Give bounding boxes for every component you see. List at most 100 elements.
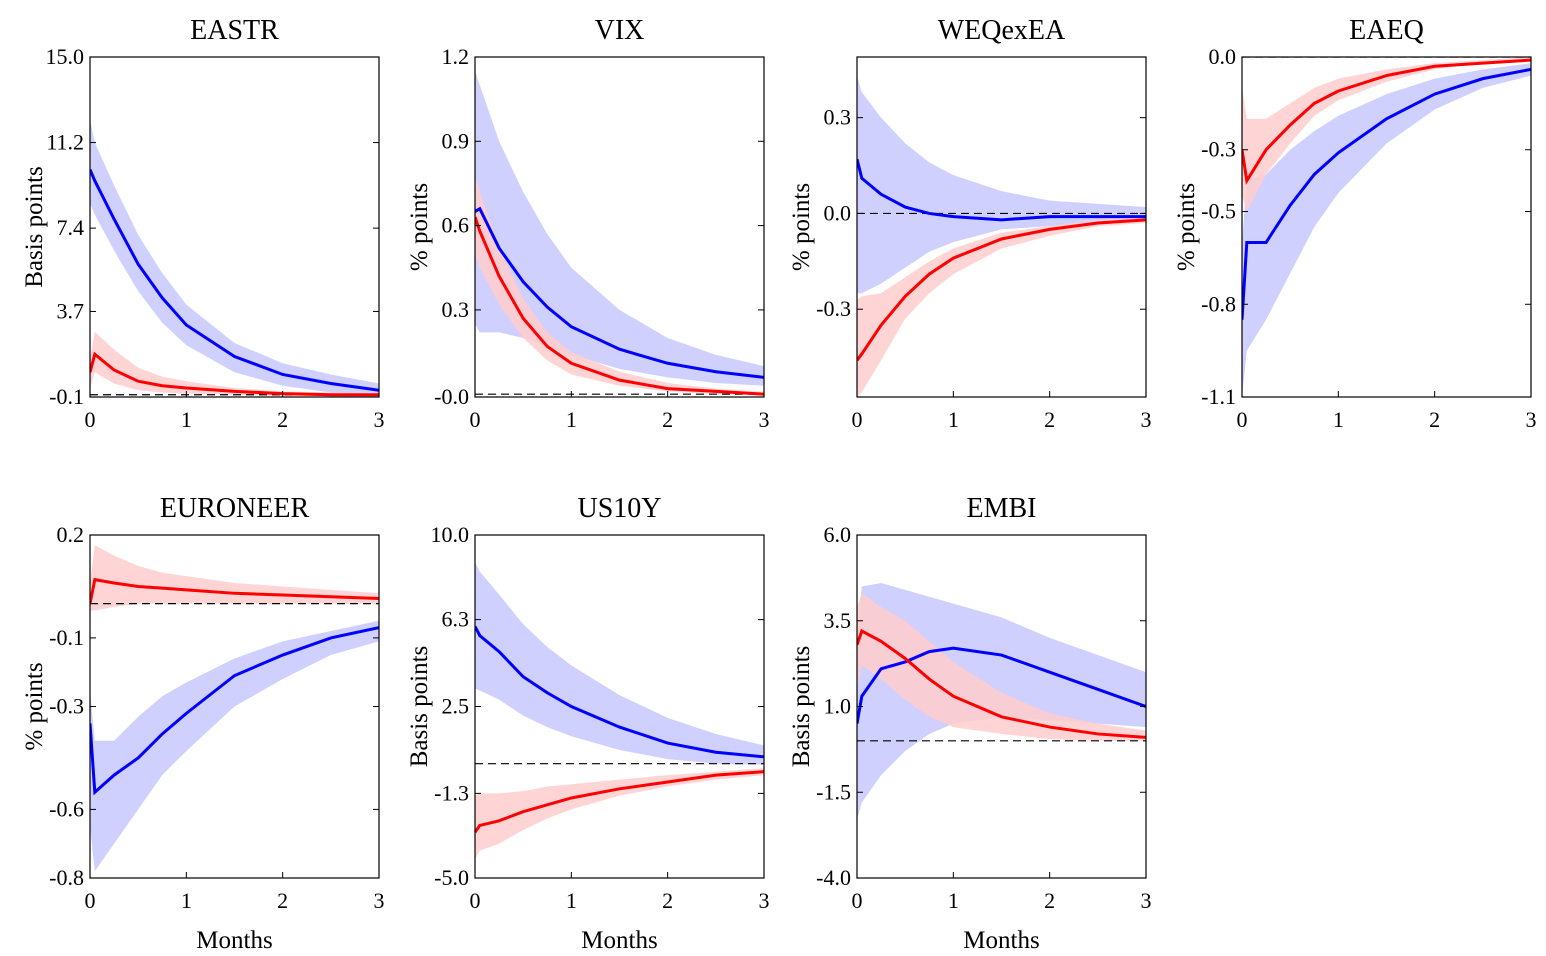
x-tick-label: 2	[1044, 888, 1055, 913]
x-tick-label: 3	[374, 888, 385, 913]
y-tick-label: -0.3	[816, 296, 851, 321]
plot	[1242, 57, 1531, 397]
y-tick-label: 0.6	[442, 213, 470, 238]
y-axis-label: Basis points	[406, 646, 433, 768]
y-tick-label: 10.0	[431, 522, 470, 547]
line	[857, 628, 1146, 739]
axes-box	[474, 56, 765, 398]
plot	[475, 562, 764, 860]
plot	[90, 120, 379, 397]
x-tick-label: 3	[759, 888, 770, 913]
panel-title: EASTR	[190, 15, 279, 46]
y-tick-label: 1.0	[824, 694, 852, 719]
panel-title: EURONEER	[160, 493, 310, 524]
line	[475, 625, 764, 759]
y-tick-label: 0.2	[57, 522, 85, 547]
plot	[857, 76, 1146, 397]
x-axis-label: Months	[581, 927, 657, 954]
x-tick-label: 1	[948, 407, 959, 432]
x-tick-label: 2	[1429, 407, 1440, 432]
line	[857, 218, 1146, 362]
confidence-band	[90, 120, 379, 396]
plot	[857, 583, 1146, 820]
y-tick-label: -0.0	[434, 384, 469, 409]
x-tick-label: 0	[1237, 407, 1248, 432]
y-tick-label: 0.3	[442, 297, 470, 322]
x-tick-label: 1	[566, 888, 577, 913]
x-tick-label: 3	[1141, 407, 1152, 432]
line	[475, 216, 764, 396]
y-tick-label: 6.0	[824, 522, 852, 547]
line	[475, 770, 764, 834]
y-axis-label: Basis points	[788, 646, 815, 768]
y-tick-label: -0.8	[1201, 291, 1236, 316]
line	[90, 626, 379, 796]
line	[90, 351, 379, 397]
panel-title: EMBI	[967, 493, 1037, 524]
x-tick-label: 1	[948, 888, 959, 913]
confidence-band	[1242, 63, 1531, 397]
line	[475, 206, 764, 379]
y-axis-label: % points	[1173, 183, 1200, 271]
confidence-band	[475, 175, 764, 395]
y-tick-label: 0.9	[442, 128, 470, 153]
confidence-band	[475, 71, 764, 386]
x-tick-label: 2	[277, 888, 288, 913]
x-tick-label: 0	[470, 407, 481, 432]
line	[90, 577, 379, 604]
panel-title: EAEQ	[1349, 15, 1424, 46]
y-tick-label: 7.4	[57, 215, 85, 240]
x-tick-label: 3	[374, 407, 385, 432]
confidence-band	[90, 620, 379, 872]
y-tick-label: -1.5	[816, 779, 851, 804]
x-tick-label: 0	[85, 407, 96, 432]
y-tick-label: 3.5	[824, 608, 852, 633]
x-tick-label: 2	[662, 888, 673, 913]
x-tick-label: 1	[1333, 407, 1344, 432]
y-tick-label: -5.0	[434, 865, 469, 890]
x-tick-label: 0	[470, 888, 481, 913]
confidence-band	[475, 562, 764, 765]
y-axis-label: Basis points	[21, 166, 48, 288]
y-tick-label: -4.0	[816, 865, 851, 890]
confidence-band	[90, 545, 379, 611]
y-tick-label: 6.3	[442, 607, 470, 632]
y-tick-label: -1.3	[434, 780, 469, 805]
line	[1242, 67, 1531, 320]
axes-box	[89, 56, 380, 398]
line	[857, 158, 1146, 222]
x-tick-label: 3	[1141, 888, 1152, 913]
line	[857, 646, 1146, 724]
x-axis-label: Months	[963, 927, 1039, 954]
y-tick-label: -0.1	[49, 384, 84, 409]
confidence-band	[857, 593, 1146, 741]
panel-title: US10Y	[577, 493, 661, 524]
x-tick-label: 2	[277, 407, 288, 432]
x-tick-label: 3	[1526, 407, 1537, 432]
panel-title: VIX	[595, 15, 645, 46]
x-axis-label: Months	[196, 927, 272, 954]
x-tick-label: 1	[566, 407, 577, 432]
x-tick-label: 3	[759, 407, 770, 432]
confidence-band	[1242, 57, 1531, 212]
y-axis-label: % points	[406, 183, 433, 271]
y-tick-label: 0.0	[824, 200, 852, 225]
x-tick-label: 2	[662, 407, 673, 432]
plot	[475, 71, 764, 396]
plot	[90, 545, 379, 872]
y-tick-label: -0.6	[49, 796, 84, 821]
confidence-band	[857, 216, 1146, 397]
x-tick-label: 0	[85, 888, 96, 913]
y-tick-label: -0.1	[49, 625, 84, 650]
confidence-band	[857, 76, 1146, 294]
y-tick-label: 0.3	[824, 105, 852, 130]
confidence-band	[475, 768, 764, 860]
y-tick-label: 15.0	[46, 44, 85, 69]
y-tick-label: 2.5	[442, 694, 470, 719]
axes-box	[856, 56, 1147, 398]
x-tick-label: 1	[181, 407, 192, 432]
y-tick-label: 3.7	[57, 298, 85, 323]
line	[1242, 58, 1531, 185]
x-tick-label: 2	[1044, 407, 1055, 432]
